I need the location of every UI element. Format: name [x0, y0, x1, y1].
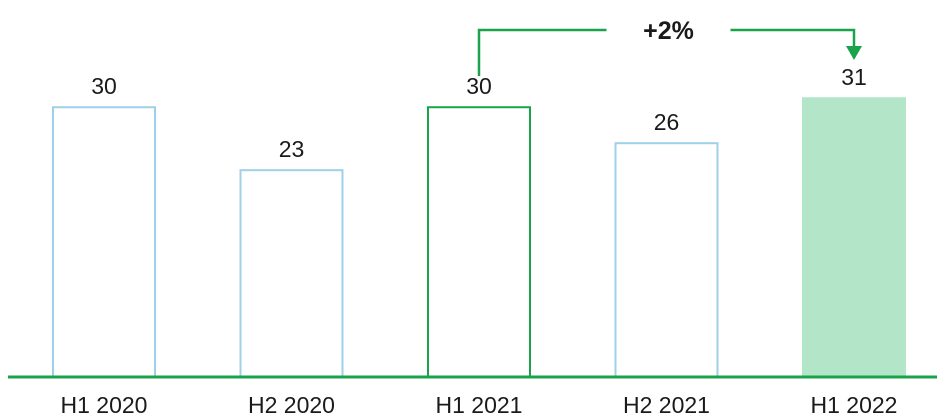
growth-annotation: +2% — [477, 17, 862, 76]
value-label: 23 — [279, 136, 305, 162]
annotation-label: +2% — [643, 17, 694, 45]
annotation-arrow-head — [846, 46, 862, 60]
x-tick-label: H1 2022 — [811, 392, 898, 418]
value-label: 30 — [466, 73, 492, 99]
bars-group — [52, 97, 906, 378]
x-tick-label: H2 2020 — [248, 392, 335, 418]
bar-h1-2022 — [802, 97, 906, 376]
value-label: 26 — [654, 109, 680, 135]
bar-h1-2020 — [52, 106, 156, 378]
annotation-bracket-right — [730, 28, 856, 48]
x-tick-labels-group: H1 2020 H2 2020 H1 2021 H2 2021 H1 2022 — [61, 392, 898, 418]
x-tick-label: H1 2020 — [61, 392, 148, 418]
value-labels-group: 30 23 30 26 31 — [91, 64, 867, 162]
x-tick-label: H2 2021 — [623, 392, 710, 418]
bar-h2-2021 — [614, 142, 719, 378]
value-label: 30 — [91, 73, 117, 99]
value-label: 31 — [841, 64, 867, 90]
bar-h2-2020 — [239, 169, 344, 378]
annotation-bracket-left — [477, 28, 607, 76]
x-tick-label: H1 2021 — [436, 392, 523, 418]
bar-h1-2021 — [427, 106, 531, 378]
